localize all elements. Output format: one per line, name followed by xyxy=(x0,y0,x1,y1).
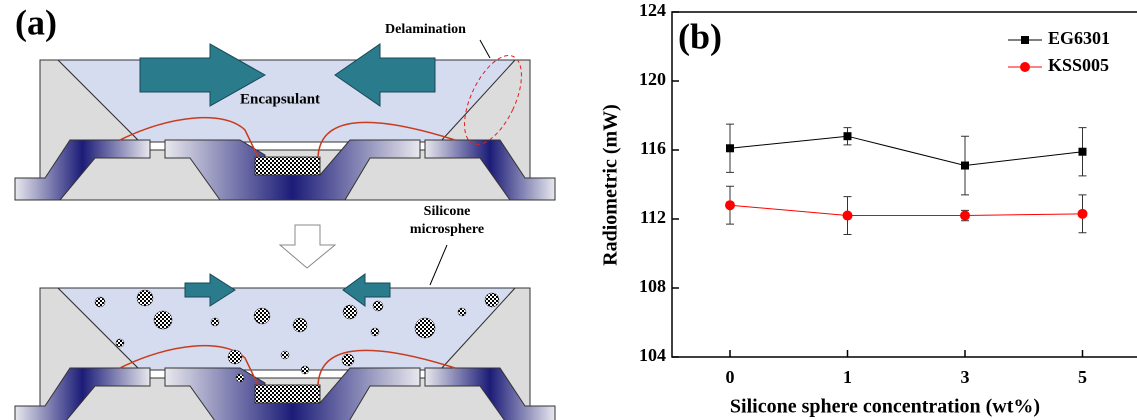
series-line xyxy=(730,136,1083,165)
y-tick-label: 108 xyxy=(639,276,666,296)
point xyxy=(1078,209,1088,219)
legend-marker xyxy=(1021,36,1029,44)
legend-label: EG6301 xyxy=(1048,28,1110,48)
point xyxy=(961,162,969,170)
legend-marker xyxy=(1020,62,1030,72)
y-tick-label: 104 xyxy=(639,345,666,365)
legend-label: KSS005 xyxy=(1048,55,1109,75)
y-tick-label: 116 xyxy=(640,138,666,158)
annotation: Delamination xyxy=(385,22,466,37)
annotation: Encapsulant xyxy=(240,91,320,107)
package-bottom xyxy=(15,274,555,420)
package-top xyxy=(15,44,555,200)
x-tick-label: 3 xyxy=(961,367,970,387)
y-tick-label: 112 xyxy=(640,207,666,227)
y-tick-label: 124 xyxy=(639,0,666,20)
panel-label: (b) xyxy=(678,16,722,56)
x-axis-label: Silicone sphere concentration (wt%) xyxy=(730,396,1040,418)
down-arrow xyxy=(280,225,335,268)
x-tick-label: 1 xyxy=(843,367,852,387)
annotation: microsphere xyxy=(410,222,484,237)
series-line xyxy=(730,205,1083,215)
point xyxy=(726,144,734,152)
point xyxy=(960,211,970,221)
annotation: Silicone xyxy=(424,204,471,219)
point xyxy=(725,200,735,210)
y-tick-label: 120 xyxy=(639,69,666,89)
x-tick-label: 5 xyxy=(1078,367,1087,387)
point xyxy=(1079,148,1087,156)
pointer xyxy=(430,245,447,285)
x-tick-label: 0 xyxy=(726,367,735,387)
panel-label: (a) xyxy=(15,2,57,42)
pointer xyxy=(480,40,490,58)
y-axis-label: Radiometric (mW) xyxy=(600,104,622,266)
point xyxy=(844,132,852,140)
point xyxy=(843,211,853,221)
figure: (a) Delamination Encapsulant Silicone mi… xyxy=(0,0,1137,420)
